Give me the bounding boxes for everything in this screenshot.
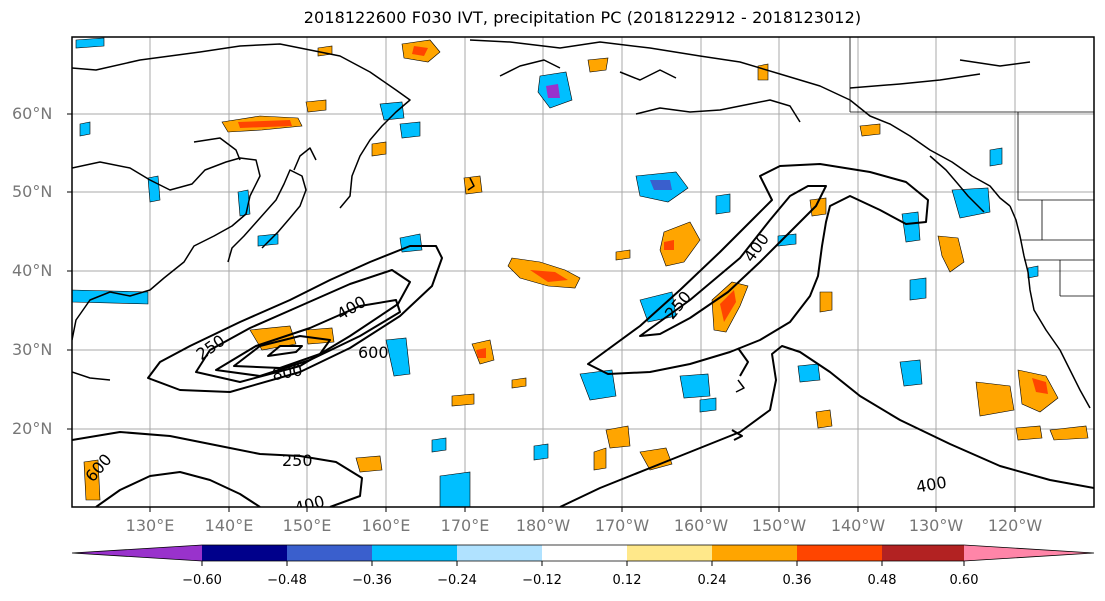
colorbar-segment (627, 545, 712, 561)
colorbar-segment (712, 545, 797, 561)
colorbar-tick-label: 0.24 (697, 573, 727, 588)
contour-label: 800 (271, 360, 304, 384)
colorbar-tick-label: −0.36 (352, 573, 392, 588)
lon-label: 140°E (204, 516, 254, 535)
contour-label: 400 (333, 292, 369, 324)
gridlines (72, 37, 1094, 507)
lat-label: 60°N (12, 104, 53, 123)
map-frame (71, 36, 1095, 508)
lon-label: 130°W (908, 516, 964, 535)
colorbar-tick-label: 0.36 (782, 573, 812, 588)
lon-label: 180°W (515, 516, 571, 535)
ivt-contours (72, 163, 1094, 507)
contour-labels: 250 400 600 800 250 600 400 400 250 400 … (81, 230, 948, 518)
colorbar-tick-label: −0.48 (267, 573, 307, 588)
colorbar-segment (202, 545, 287, 561)
colorbar-tick-label: −0.24 (437, 573, 477, 588)
colorbar-segment (797, 545, 882, 561)
lat-label: 40°N (12, 261, 53, 280)
lon-label: 130°E (125, 516, 175, 535)
colorbar-tick-label: 0.48 (867, 573, 897, 588)
colorbar (71, 544, 1095, 566)
contour-label: 250 (193, 331, 229, 364)
colorbar-tick-label: 0.12 (612, 573, 642, 588)
colorbar-tick-label: 0.60 (949, 573, 979, 588)
lon-label: 150°E (282, 516, 332, 535)
map-title: 2018122600 F030 IVT, precipitation PC (2… (303, 8, 862, 27)
lon-label: 140°W (830, 516, 886, 535)
colorbar-tick-label: −0.60 (182, 573, 222, 588)
lon-label: 150°W (751, 516, 807, 535)
coastlines (72, 39, 1091, 409)
colorbar-segment (372, 545, 457, 561)
colorbar-segment (287, 545, 372, 561)
colorbar-extend-left (72, 545, 202, 561)
lat-label: 30°N (12, 340, 53, 359)
colorbar-extend-right (964, 545, 1094, 561)
contour-label: 400 (915, 473, 948, 497)
axis-ticks (67, 113, 1016, 512)
contour-label: 600 (358, 343, 389, 362)
colorbar-segment (457, 545, 542, 561)
lon-label: 120°W (987, 516, 1043, 535)
borders (849, 37, 1094, 297)
contour-label: 400 (292, 492, 326, 518)
contour-label: 250 (282, 451, 313, 470)
lon-label: 160°E (361, 516, 411, 535)
lon-label: 170°W (594, 516, 650, 535)
lat-label: 50°N (12, 182, 53, 201)
colorbar-tick-label: −0.12 (522, 573, 562, 588)
lon-label: 170°E (440, 516, 490, 535)
contour-label: 400 (740, 230, 773, 266)
colorbar-segment (882, 545, 964, 561)
precip-patches (72, 37, 1089, 507)
lon-label: 160°W (673, 516, 729, 535)
lat-label: 20°N (12, 419, 53, 438)
colorbar-segment (542, 545, 627, 561)
